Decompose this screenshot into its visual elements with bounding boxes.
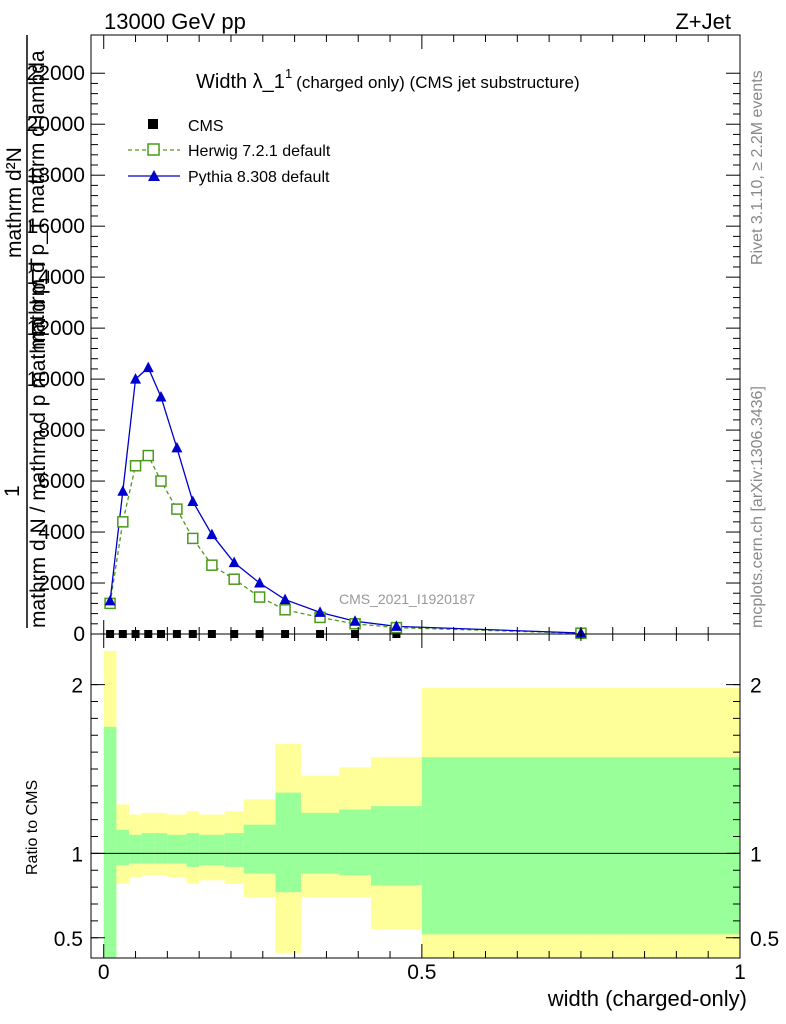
ratio-ylabel: Ratio to CMS	[24, 780, 41, 875]
x-tick-label: 1	[734, 961, 746, 984]
ratio-band-inner	[154, 833, 168, 864]
main-title-main: Width λ_1	[196, 71, 285, 93]
ratio-band-inner	[421, 757, 740, 935]
ratio-ytick-label: 1	[71, 843, 83, 866]
legend: CMS Herwig 7.2.1 default Pythia 8.308 de…	[128, 118, 331, 186]
ratio-band-inner	[300, 812, 340, 874]
main-panel: 0 2000 4000 6000 8000 10000 12000 14000 16000 180…	[1, 34, 741, 646]
ratio-band-inner	[224, 833, 244, 867]
ratio-ytick-label: 2	[71, 675, 83, 698]
herwig-point	[155, 475, 167, 487]
main-ylabel-extra2: mathrm d p_T mathrm d lambda	[26, 50, 49, 350]
main-ytick-label: 20000	[27, 113, 85, 136]
pythia-point	[206, 528, 218, 540]
pythia-point	[314, 606, 326, 617]
main-ylabel-extra: mathrm d²N	[3, 147, 26, 258]
pythia-point	[390, 620, 402, 631]
main-ylabel-denominator: mathrm d N / mathrm d p mathrm d p_T	[27, 258, 50, 628]
legend-label-pythia: Pythia 8.308 default	[188, 169, 330, 186]
ratio-band-inner	[339, 809, 371, 876]
herwig-point	[142, 449, 155, 462]
main-ytick-label: 16000	[27, 215, 85, 238]
main-ytick-label: 18000	[27, 164, 85, 187]
ratio-band-inner	[129, 834, 142, 864]
mcplots-label: mcplots.cern.ch [arXiv:1306.3436]	[749, 386, 766, 628]
herwig-point	[171, 503, 183, 515]
herwig-point	[228, 573, 240, 585]
legend-marker-pythia	[148, 170, 160, 181]
herwig-point	[279, 604, 291, 616]
ratio-ytick-label-right: 0.5	[750, 928, 779, 951]
header-left: 13000 GeV pp	[104, 9, 246, 34]
ratio-band-inner	[141, 833, 155, 864]
ratio-panel: 0.5 0.51 12 20 0.5 1 Ratio to CMS width (char…	[24, 633, 779, 1011]
ratio-band-inner	[167, 834, 187, 864]
pythia-point	[130, 373, 142, 384]
x-tick-label: 0	[98, 961, 110, 984]
ratio-frame	[90, 633, 741, 959]
x-tick-label: 0.5	[407, 961, 436, 984]
legend-marker-cms	[148, 119, 158, 129]
ratio-band-inner	[199, 834, 225, 866]
pythia-point	[155, 390, 167, 402]
main-ytick-label: 8000	[38, 419, 85, 442]
main-ytick-label: 22000	[27, 62, 85, 85]
ratio-ytick-label-right: 2	[750, 675, 762, 698]
main-ylabel-numerator: 1	[1, 485, 24, 497]
pythia-point	[279, 593, 291, 605]
main-ylabel: 1 mathrm d N / mathrm d p mathrm d p_T m…	[1, 35, 50, 628]
pythia-point	[254, 577, 266, 588]
pythia-point	[349, 615, 361, 626]
ratio-ytick-label-right: 1	[750, 843, 762, 866]
main-ytick-label: 6000	[38, 470, 85, 493]
main-title-subtitle: (charged only) (CMS jet substructure)	[296, 73, 579, 92]
ratio-band-inner	[116, 829, 130, 866]
pythia-point	[117, 485, 129, 496]
ratio-band-inner	[370, 806, 422, 886]
ratio-band-inner	[103, 726, 117, 958]
main-ytick-label: 12000	[27, 317, 85, 340]
pythia-point	[228, 556, 240, 568]
pythia-point	[142, 361, 154, 373]
ratio-band-inner	[186, 833, 200, 867]
herwig-point	[129, 460, 142, 472]
main-ytick-label: 4000	[38, 521, 85, 544]
ratio-band-inner	[243, 824, 276, 874]
legend-label-cms: CMS	[188, 118, 224, 135]
herwig-point	[206, 559, 218, 571]
herwig-point	[187, 532, 199, 545]
main-ytick-label: 10000	[27, 368, 85, 391]
legend-label-herwig: Herwig 7.2.1 default	[188, 143, 331, 160]
x-axis-label: width (charged-only)	[547, 986, 747, 1011]
main-title-sup: 1	[285, 66, 292, 81]
watermark: CMS_2021_I1920187	[339, 591, 475, 607]
herwig-point	[253, 591, 266, 603]
main-ytick-label: 2000	[38, 572, 85, 595]
main-ytick-label: 14000	[27, 266, 85, 289]
pythia-point	[187, 495, 199, 506]
pythia-point	[104, 594, 116, 606]
ratio-ytick-label: 0.5	[54, 928, 83, 951]
main-ytick-label: 0	[73, 623, 85, 646]
rivet-label: Rivet 3.1.10, ≥ 2.2M events	[749, 70, 766, 265]
pythia-point	[171, 441, 183, 453]
ratio-band-inner	[275, 792, 301, 893]
main-title: Width λ_11 (charged only) (CMS jet substr…	[196, 66, 580, 93]
legend-marker-herwig	[147, 143, 160, 156]
header-right: Z+Jet	[675, 9, 731, 34]
herwig-point	[117, 516, 129, 528]
